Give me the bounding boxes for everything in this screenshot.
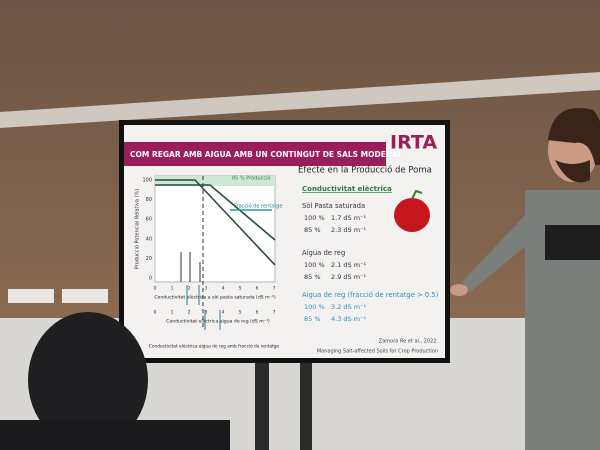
apple bbox=[394, 198, 430, 232]
y-tick-label: 60 bbox=[146, 217, 152, 223]
slide-title: COM REGAR AMB AIGUA AMB UN CONTINGUT DE … bbox=[130, 150, 403, 159]
y-tick-label: 20 bbox=[146, 256, 152, 262]
stand bbox=[255, 360, 269, 450]
x-tick-label: 2 bbox=[188, 310, 191, 316]
x-tick-label: 5 bbox=[239, 310, 242, 316]
heading: Efecte en la Producció de Poma bbox=[298, 165, 432, 176]
row-value: 3.2 dS m⁻¹ bbox=[331, 303, 366, 311]
row-value: 2.9 dS m⁻¹ bbox=[331, 273, 366, 281]
x-tick-label: 2 bbox=[188, 286, 191, 292]
y-tick-label: 0 bbox=[149, 276, 152, 282]
row-percent: 85 % bbox=[304, 315, 321, 323]
row-value: 4.3 dS m⁻¹ bbox=[331, 315, 366, 323]
presenter bbox=[450, 108, 600, 450]
row-value: 2.3 dS m⁻¹ bbox=[331, 226, 366, 234]
y-tick-label: 80 bbox=[146, 197, 152, 203]
band-85 bbox=[155, 176, 275, 186]
x-tick-label: 4 bbox=[222, 286, 225, 292]
x-axis-label: Conductivitat elèctrica a sòl pasta satu… bbox=[154, 294, 276, 301]
x-tick-label: 7 bbox=[273, 310, 276, 316]
row-percent: 100 % bbox=[304, 214, 325, 222]
logo: IRTA bbox=[390, 132, 437, 154]
audience bbox=[0, 312, 230, 450]
x-tick-label: 1 bbox=[171, 286, 174, 292]
curve bbox=[155, 184, 276, 241]
stand bbox=[300, 360, 312, 450]
citation: Zamora Re et al., 2022. bbox=[379, 339, 439, 345]
arrows bbox=[180, 252, 221, 330]
x-tick-label: 5 bbox=[239, 286, 242, 292]
x-tick-label: 0 bbox=[154, 310, 157, 316]
x-axis-label: Conductivitat elèctrica aigua de reg amb… bbox=[149, 343, 280, 350]
row-value: 2.1 dS m⁻¹ bbox=[331, 261, 366, 269]
annotation: 85 % Producció bbox=[232, 175, 271, 182]
group-label: Aigua de reg bbox=[302, 249, 345, 257]
x-tick-label: 4 bbox=[222, 310, 225, 316]
row-percent: 100 % bbox=[304, 303, 325, 311]
apple-leaf bbox=[411, 189, 423, 200]
subheading: Conductivitat elèctrica bbox=[302, 185, 392, 193]
x-tick-label: 6 bbox=[256, 286, 259, 292]
row-percent: 100 % bbox=[304, 261, 325, 269]
outlet bbox=[62, 289, 108, 303]
outlet bbox=[8, 289, 54, 303]
x-axis-label: Conductivitat elèctrica aigua de reg (dS… bbox=[166, 318, 270, 325]
x-tick-label: 0 bbox=[154, 286, 157, 292]
row-value: 1.7 dS m⁻¹ bbox=[331, 214, 366, 222]
molding bbox=[0, 72, 600, 128]
citation: Managing Salt-affected Soils for Crop Pr… bbox=[317, 349, 438, 355]
row-percent: 85 % bbox=[304, 226, 321, 234]
y-tick-label: 100 bbox=[142, 178, 152, 184]
x-tick-label: 3 bbox=[205, 310, 208, 316]
row-percent: 85 % bbox=[304, 273, 321, 281]
annotation: Fracció de rentatge bbox=[234, 203, 282, 210]
plot-area bbox=[154, 175, 276, 283]
x-tick-label: 6 bbox=[256, 310, 259, 316]
y-tick-label: 40 bbox=[146, 236, 152, 242]
curve bbox=[155, 179, 276, 266]
title-bar bbox=[124, 142, 386, 166]
x-tick-label: 1 bbox=[171, 310, 174, 316]
group-label: Aigua de reg (fracció de rentatge > 0.5) bbox=[302, 291, 439, 299]
x-tick-label: 7 bbox=[273, 286, 276, 292]
x-tick-label: 3 bbox=[205, 286, 208, 292]
group-label: Sòl Pasta saturada bbox=[302, 202, 365, 210]
y-axis-label: Producció Potencial Relativa (%) bbox=[134, 189, 141, 270]
